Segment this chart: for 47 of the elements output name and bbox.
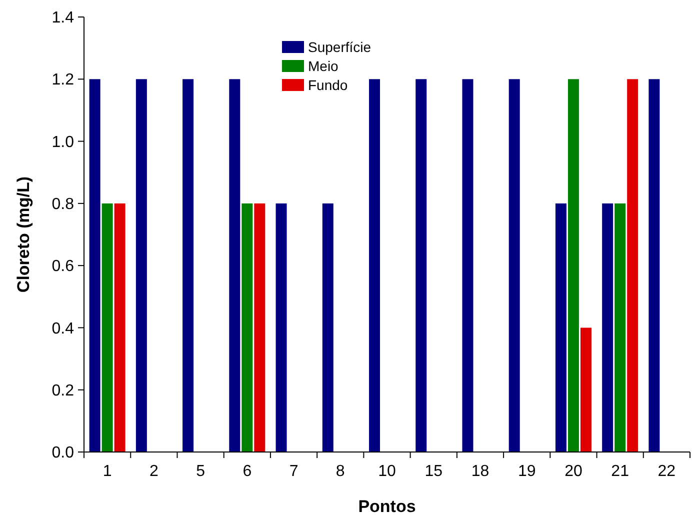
bar xyxy=(462,79,474,452)
legend-label: Superfície xyxy=(308,38,372,55)
x-tick-label: 10 xyxy=(378,463,396,480)
bar xyxy=(254,203,266,452)
x-tick-label: 7 xyxy=(289,463,298,480)
x-tick-label: 22 xyxy=(658,463,676,480)
x-tick-label: 20 xyxy=(564,463,582,480)
bar xyxy=(89,79,100,452)
y-tick-label: 0.2 xyxy=(52,382,74,400)
bar xyxy=(614,203,626,452)
bar xyxy=(508,79,520,452)
bar xyxy=(102,203,113,452)
y-tick-label: 1.2 xyxy=(52,72,74,89)
bar xyxy=(568,79,579,452)
x-tick-label: 21 xyxy=(611,463,630,480)
bar xyxy=(602,203,614,452)
legend-label: Fundo xyxy=(308,76,348,93)
bar xyxy=(242,203,253,452)
bar xyxy=(114,203,126,452)
x-tick-label: 8 xyxy=(336,463,345,480)
y-tick-label: 1.4 xyxy=(52,10,74,27)
x-axis-title: Pontos xyxy=(358,497,416,515)
x-tick-label: 1 xyxy=(102,463,112,480)
bar xyxy=(648,79,660,452)
bar xyxy=(416,79,427,452)
bar xyxy=(580,328,592,452)
bar xyxy=(627,79,638,452)
y-tick-label: 0.0 xyxy=(52,444,74,462)
x-tick-label: 2 xyxy=(149,463,158,480)
y-axis-title: Cloreto (mg/L) xyxy=(14,176,33,293)
y-tick-label: 0.4 xyxy=(52,320,74,338)
bar xyxy=(229,79,240,452)
y-tick-label: 0.8 xyxy=(52,196,74,214)
x-tick-label: 19 xyxy=(518,463,536,480)
x-tick-label: 6 xyxy=(242,463,252,480)
x-tick-label: 15 xyxy=(424,463,443,480)
bar xyxy=(322,203,334,452)
x-tick-label: 18 xyxy=(471,463,490,480)
x-tick-label: 5 xyxy=(196,463,206,480)
bar xyxy=(369,79,380,452)
bar xyxy=(136,79,147,452)
bar xyxy=(555,203,566,452)
bar xyxy=(182,79,194,452)
legend-label: Meio xyxy=(308,58,339,74)
y-tick-label: 1.0 xyxy=(52,134,74,151)
y-tick-label: 0.6 xyxy=(52,258,74,276)
bar xyxy=(276,203,287,452)
